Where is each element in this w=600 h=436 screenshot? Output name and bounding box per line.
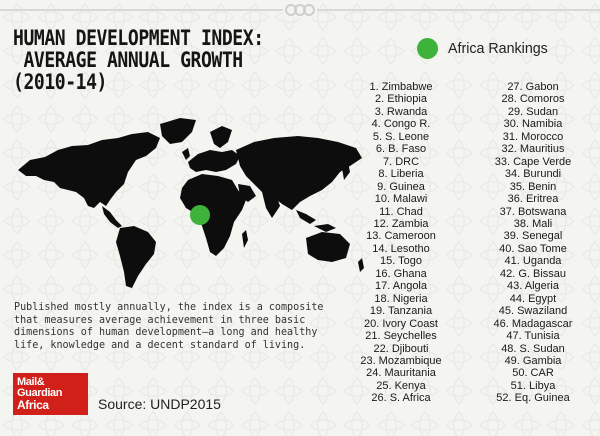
rings-icon <box>283 2 317 18</box>
ranking-item: 46. Madagascar <box>493 317 573 330</box>
ranking-item: 14. Lesotho <box>372 242 430 255</box>
ranking-item: 30. Namibia <box>503 118 563 131</box>
world-map-icon <box>18 118 364 288</box>
ranking-item: 15. Togo <box>379 255 422 268</box>
ranking-item: 27. Gabon <box>507 81 559 93</box>
ranking-item: 7. DRC <box>382 155 420 168</box>
mail-guardian-africa-logo: Mail& Guardian Africa <box>13 373 88 415</box>
ranking-item: 22. Djibouti <box>373 342 429 355</box>
ranking-item: 28. Comoros <box>501 93 565 106</box>
title-line-1: HUMAN DEVELOPMENT INDEX: <box>13 26 264 50</box>
ranking-item: 49. Gambia <box>504 354 562 367</box>
logo-line-1: Mail& <box>17 375 45 388</box>
ranking-item: 36. Eritrea <box>507 193 559 206</box>
rankings-column-1: 1. Zimbabwe 2. Ethiopia 3. Rwanda 4. Con… <box>356 81 446 405</box>
ranking-item: 1. Zimbabwe <box>369 81 433 93</box>
ranking-item: 10. Malawi <box>374 193 428 206</box>
ranking-item: 50. CAR <box>512 367 554 380</box>
ranking-item: 4. Congo R. <box>371 118 431 131</box>
ranking-item: 24. Mauritania <box>366 367 436 380</box>
title-line-2: AVERAGE ANNUAL GROWTH <box>13 48 243 72</box>
ranking-item: 45. Swaziland <box>498 305 568 318</box>
logo-line-3: Africa <box>17 397 49 412</box>
ranking-item: 39. Senegal <box>503 230 563 243</box>
ranking-item: 51. Libya <box>510 379 556 392</box>
description-text: Published mostly annually, the index is … <box>14 301 324 351</box>
ranking-item: 44. Egypt <box>509 292 557 305</box>
ranking-item: 2. Ethiopia <box>375 93 427 106</box>
ranking-item: 31. Morocco <box>502 130 564 143</box>
africa-marker <box>190 205 210 225</box>
legend: Africa Rankings <box>417 38 553 59</box>
legend-marker <box>417 38 438 59</box>
ranking-item: 52. Eq. Guinea <box>496 392 570 405</box>
ranking-item: 37. Botswana <box>499 205 567 218</box>
ranking-item: 18. Nigeria <box>374 292 428 305</box>
ranking-item: 40. Sao Tome <box>499 242 567 255</box>
ranking-item: 11. Chad <box>379 205 423 218</box>
ranking-item: 48. S. Sudan <box>501 342 565 355</box>
legend-label: Africa Rankings <box>448 40 548 57</box>
ranking-item: 47. Tunisia <box>506 330 560 343</box>
ranking-item: 34. Burundi <box>504 168 562 181</box>
ranking-item: 43. Algeria <box>507 280 559 293</box>
ranking-item: 32. Mauritius <box>501 143 565 156</box>
title-line-3: (2010-14) <box>13 70 107 94</box>
source-text: Source: UNDP2015 <box>98 396 221 412</box>
ranking-item: 25. Kenya <box>376 379 426 392</box>
ranking-item: 16. Ghana <box>375 267 427 280</box>
ranking-item: 41. Uganda <box>504 255 562 268</box>
ranking-item: 38. Mali <box>513 217 553 230</box>
page-title: HUMAN DEVELOPMENT INDEX: AVERAGE ANNUAL … <box>13 27 264 93</box>
ranking-item: 42. G. Bissau <box>499 267 567 280</box>
ranking-item: 21. Seychelles <box>365 330 437 343</box>
ranking-item: 12. Zambia <box>373 217 429 230</box>
rankings-column-2: 27. Gabon 28. Comoros 29. Sudan 30. Nami… <box>488 81 578 405</box>
ranking-item: 9. Guinea <box>377 180 425 193</box>
ranking-item: 8. Liberia <box>378 168 424 181</box>
ranking-item: 5. S. Leone <box>372 130 430 143</box>
ranking-item: 35. Benin <box>509 180 557 193</box>
logo-line-2: Guardian <box>17 387 63 400</box>
ranking-item: 29. Sudan <box>507 105 559 118</box>
ranking-item: 6. B. Faso <box>375 143 427 156</box>
ranking-item: 3. Rwanda <box>374 105 428 118</box>
ranking-item: 20. Ivory Coast <box>364 317 438 330</box>
ranking-item: 26. S. Africa <box>371 392 431 405</box>
ranking-item: 13. Cameroon <box>366 230 436 243</box>
ranking-item: 23. Mozambique <box>360 354 442 367</box>
ranking-item: 17. Angola <box>375 280 427 293</box>
ranking-item: 33. Cape Verde <box>494 155 572 168</box>
ranking-item: 19. Tanzania <box>369 305 433 318</box>
